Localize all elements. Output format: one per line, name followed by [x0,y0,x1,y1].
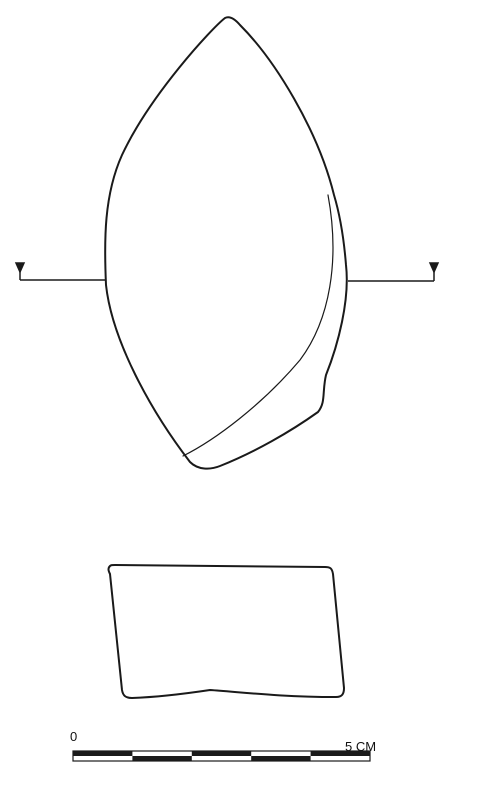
section-arrow-right [428,262,440,274]
section-line [14,262,440,282]
scale-label-end: 5 CM [345,739,376,754]
scale-segment [191,751,252,756]
scale-segments [72,750,371,762]
scale-segment [132,756,192,761]
artifact-cross-section [107,564,345,699]
artifact-facet-line [182,194,334,457]
section-arrow-left [14,262,26,274]
artifact-outline [104,16,348,470]
scale-segment [310,751,370,756]
scale-segment [251,756,311,761]
artifact-plan-view [104,16,348,470]
scale-segment [73,751,133,756]
scale-bar: 0 5 CM [70,729,376,762]
scale-label-start: 0 [70,729,77,744]
